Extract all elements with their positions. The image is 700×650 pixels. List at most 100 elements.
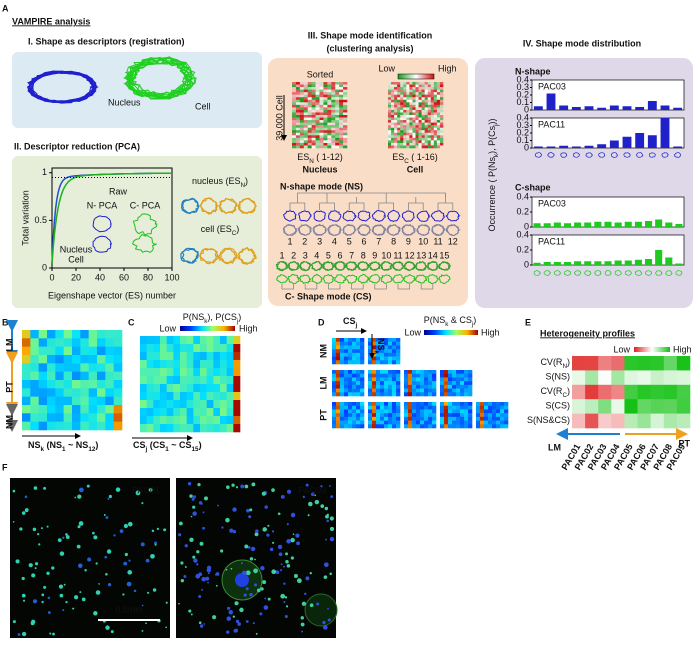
heatmap-cell bbox=[38, 413, 48, 422]
heatmap-cell bbox=[173, 360, 181, 369]
heatmap-cell bbox=[343, 102, 348, 106]
heatmap-cell bbox=[439, 84, 444, 88]
heatmap-cell bbox=[408, 370, 413, 375]
heatmap-cell bbox=[400, 122, 404, 126]
heatmap-cell bbox=[394, 145, 398, 149]
heatmap-cell bbox=[400, 99, 404, 103]
heatmap-cell bbox=[406, 84, 410, 88]
heatmap-cell bbox=[452, 413, 457, 418]
cell-dot bbox=[107, 497, 110, 500]
heatmap-cell bbox=[432, 373, 437, 378]
heatmap-cell bbox=[421, 140, 425, 144]
heatmap-cell bbox=[307, 122, 312, 126]
heatmap-cell bbox=[80, 346, 89, 356]
heatmap-cell bbox=[303, 109, 309, 113]
heatmap-cell bbox=[388, 92, 392, 95]
heatmap-cell bbox=[323, 137, 328, 141]
heatmap-cell bbox=[299, 125, 305, 128]
heatmap-cell bbox=[63, 371, 73, 381]
heatmap-cell bbox=[388, 112, 392, 116]
shape-outline bbox=[573, 270, 582, 276]
heatmap-cell bbox=[433, 104, 438, 108]
label-part: CS bbox=[343, 316, 356, 326]
cell-dot bbox=[221, 526, 224, 529]
heatmap-cell bbox=[226, 360, 234, 369]
heatmap-cell bbox=[113, 330, 123, 339]
heatmap-cell bbox=[480, 405, 485, 410]
cell-dot bbox=[156, 527, 160, 531]
heatmap-cell bbox=[444, 377, 449, 382]
heatmap-cell bbox=[299, 117, 305, 121]
heatmap-cell bbox=[311, 94, 316, 98]
heatmap-cell bbox=[344, 345, 349, 350]
shape-outline bbox=[381, 261, 393, 272]
heatmap-cell bbox=[418, 137, 422, 141]
heatmap-cell bbox=[97, 421, 106, 431]
heatmap-cell bbox=[344, 420, 349, 425]
cell-dot bbox=[245, 587, 249, 591]
heatmap-cell bbox=[424, 125, 429, 128]
heatmap-cell bbox=[303, 145, 309, 149]
heatmap-cell bbox=[336, 377, 341, 382]
heatmap-cell bbox=[339, 127, 344, 131]
bar bbox=[584, 145, 594, 148]
heatmap-cell bbox=[336, 392, 341, 397]
heatmap-cell bbox=[415, 137, 419, 141]
heatmap-cell bbox=[394, 112, 398, 116]
heatmap-cell bbox=[348, 345, 353, 350]
heatmap-cell bbox=[397, 97, 401, 101]
heatmap-cell bbox=[336, 345, 341, 350]
heatmap-cell bbox=[323, 127, 328, 131]
cell-dot bbox=[105, 516, 109, 519]
heatmap-cell bbox=[416, 377, 421, 382]
heatmap-cell bbox=[412, 409, 417, 414]
heatmap-cell bbox=[319, 130, 324, 134]
heatmap-cell bbox=[384, 341, 389, 346]
heatmap-cell bbox=[295, 120, 301, 123]
mode-number: 2 bbox=[302, 236, 307, 246]
dendrogram bbox=[397, 284, 410, 290]
heatmap-cell bbox=[360, 370, 365, 375]
cell-dot bbox=[309, 603, 314, 608]
heatmap-cell bbox=[340, 424, 345, 429]
cell-dot bbox=[203, 623, 206, 625]
heatmap-cell bbox=[319, 140, 324, 144]
heatmap-cell bbox=[213, 352, 221, 361]
heatmap-cell bbox=[55, 413, 64, 422]
heatmap-cell bbox=[396, 352, 401, 357]
heatmap-cell bbox=[492, 409, 497, 414]
bar bbox=[543, 262, 551, 265]
heatmap-cell bbox=[388, 416, 393, 421]
cell-dot bbox=[124, 552, 128, 557]
heatmap-cell bbox=[186, 336, 194, 345]
heatmap-cell bbox=[307, 135, 312, 139]
heatmap-cell bbox=[213, 344, 221, 353]
dendrogram bbox=[319, 193, 335, 210]
heatmap-cell bbox=[424, 104, 429, 108]
heatmap-cell bbox=[676, 384, 691, 400]
heatmap-cell bbox=[180, 384, 187, 393]
heatmap-cell bbox=[427, 97, 432, 101]
heatmap-cell bbox=[432, 384, 437, 389]
heatmap-cell bbox=[323, 112, 328, 116]
heatmap-cell bbox=[344, 377, 349, 382]
heatmap-cell bbox=[412, 130, 416, 134]
heatmap-cell bbox=[394, 109, 398, 113]
heatmap-cell bbox=[307, 117, 312, 121]
heatmap-cell bbox=[412, 140, 416, 144]
heatmap-cell bbox=[404, 416, 409, 421]
heatmap-cell bbox=[376, 402, 381, 407]
heatmap-cell bbox=[376, 338, 381, 343]
heatmap-cell bbox=[340, 384, 345, 389]
cell-dot bbox=[206, 567, 212, 573]
figure-title: VAMPIRE analysis bbox=[12, 16, 90, 26]
bar bbox=[594, 221, 602, 227]
cell-dot bbox=[271, 488, 275, 492]
heatmap-cell bbox=[376, 416, 381, 421]
heatmap-cell bbox=[292, 107, 297, 111]
shape-outline bbox=[414, 260, 427, 271]
heatmap-cell bbox=[404, 373, 409, 378]
heatmap-cell bbox=[295, 125, 301, 128]
heatmap-cell bbox=[360, 338, 365, 343]
heatmap-cell bbox=[343, 94, 348, 98]
